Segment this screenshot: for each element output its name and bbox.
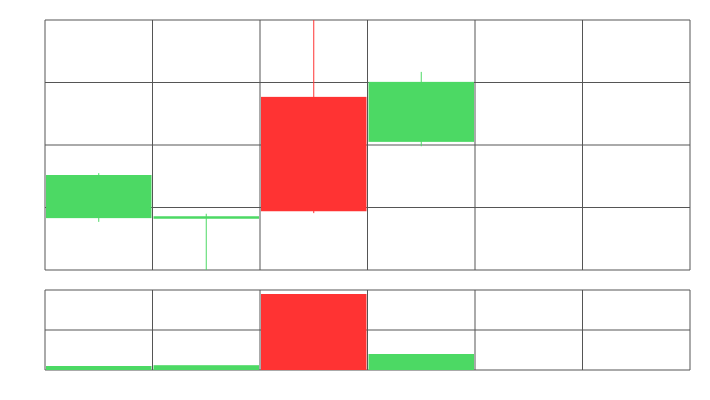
candle-body: [153, 216, 259, 219]
volume-bar: [368, 354, 474, 370]
candle-body: [46, 175, 152, 219]
candle-body: [368, 81, 474, 142]
volume-bar: [46, 366, 152, 370]
volume-bar: [261, 294, 367, 370]
candle-body: [261, 96, 367, 212]
volume-bar: [153, 365, 259, 370]
